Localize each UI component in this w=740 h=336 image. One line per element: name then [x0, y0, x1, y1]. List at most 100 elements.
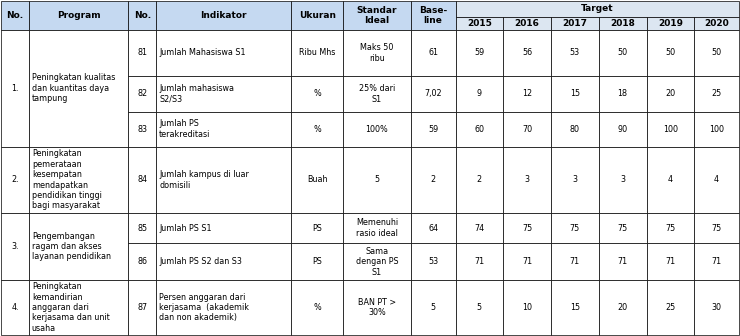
Text: 4: 4 [714, 175, 719, 184]
Text: 25: 25 [665, 303, 676, 312]
Text: 75: 75 [570, 224, 580, 233]
Text: 81: 81 [137, 48, 147, 57]
Bar [503, 243, 551, 280]
Text: 75: 75 [617, 224, 628, 233]
Bar [599, 147, 647, 213]
Bar [551, 280, 599, 335]
Bar [128, 1, 156, 30]
Bar [343, 1, 411, 30]
Text: 100: 100 [663, 125, 678, 134]
Bar [551, 16, 599, 30]
Text: 15: 15 [570, 303, 580, 312]
Text: 87: 87 [137, 303, 147, 312]
Text: 30: 30 [712, 303, 722, 312]
Bar [551, 30, 599, 76]
Bar [1, 30, 29, 147]
Bar [647, 76, 694, 112]
Bar [456, 243, 503, 280]
Bar [343, 30, 411, 76]
Bar [29, 280, 128, 335]
Bar [292, 30, 343, 76]
Text: 71: 71 [570, 257, 580, 266]
Text: 4.: 4. [11, 303, 18, 312]
Bar [551, 243, 599, 280]
Text: 3: 3 [525, 175, 530, 184]
Bar [343, 147, 411, 213]
Text: 9: 9 [477, 89, 482, 98]
Bar [292, 1, 343, 30]
Bar [599, 30, 647, 76]
Text: 10: 10 [522, 303, 532, 312]
Bar [292, 112, 343, 147]
Bar [343, 280, 411, 335]
Text: 83: 83 [137, 125, 147, 134]
Text: Peningkatan kualitas
dan kuantitas daya
tampung: Peningkatan kualitas dan kuantitas daya … [32, 73, 115, 103]
Bar [156, 76, 292, 112]
Text: PS: PS [312, 257, 322, 266]
Text: 25% dari
S1: 25% dari S1 [359, 84, 395, 103]
Text: 2016: 2016 [515, 18, 539, 28]
Text: 59: 59 [474, 48, 485, 57]
Bar [694, 16, 739, 30]
Text: 50: 50 [618, 48, 628, 57]
Text: 100%: 100% [366, 125, 388, 134]
Bar [647, 280, 694, 335]
Bar [128, 76, 156, 112]
Text: Persen anggaran dari
kerjasama  (akademik
dan non akademik): Persen anggaran dari kerjasama (akademik… [159, 293, 249, 323]
Text: 7,02: 7,02 [424, 89, 442, 98]
Bar [1, 280, 29, 335]
Bar [411, 243, 456, 280]
Text: 20: 20 [618, 303, 628, 312]
Text: 71: 71 [712, 257, 722, 266]
Bar [156, 1, 292, 30]
Bar [551, 76, 599, 112]
Text: 70: 70 [522, 125, 532, 134]
Bar [1, 1, 29, 30]
Bar [128, 112, 156, 147]
Text: 50: 50 [712, 48, 722, 57]
Bar [156, 243, 292, 280]
Text: 2015: 2015 [467, 18, 492, 28]
Text: 2: 2 [431, 175, 436, 184]
Bar [551, 213, 599, 243]
Text: Ukuran: Ukuran [299, 11, 336, 20]
Bar [128, 243, 156, 280]
Bar [411, 112, 456, 147]
Text: BAN PT >
30%: BAN PT > 30% [358, 298, 396, 317]
Bar [694, 30, 739, 76]
Text: Sama
dengan PS
S1: Sama dengan PS S1 [356, 247, 398, 277]
Text: Jumlah mahasiswa
S2/S3: Jumlah mahasiswa S2/S3 [159, 84, 234, 103]
Bar [292, 213, 343, 243]
Text: Jumlah PS
terakreditasi: Jumlah PS terakreditasi [159, 119, 211, 139]
Bar [128, 147, 156, 213]
Text: 59: 59 [428, 125, 438, 134]
Text: 84: 84 [137, 175, 147, 184]
Bar [694, 280, 739, 335]
Text: 2018: 2018 [610, 18, 635, 28]
Text: 20: 20 [665, 89, 676, 98]
Bar [292, 76, 343, 112]
Bar [503, 147, 551, 213]
Bar [456, 76, 503, 112]
Bar [694, 147, 739, 213]
Text: Standar
Ideal: Standar Ideal [357, 6, 397, 25]
Bar [292, 243, 343, 280]
Text: PS: PS [312, 224, 322, 233]
Bar [343, 76, 411, 112]
Text: Jumlah kampus di luar
domisili: Jumlah kampus di luar domisili [159, 170, 249, 190]
Bar [503, 280, 551, 335]
Text: 75: 75 [665, 224, 676, 233]
Bar [647, 30, 694, 76]
Text: 4: 4 [668, 175, 673, 184]
Bar [1, 213, 29, 280]
Text: 61: 61 [428, 48, 438, 57]
Bar [29, 1, 128, 30]
Bar [694, 76, 739, 112]
Text: 80: 80 [570, 125, 580, 134]
Bar [343, 243, 411, 280]
Bar [503, 213, 551, 243]
Bar [128, 280, 156, 335]
Text: 18: 18 [618, 89, 628, 98]
Text: %: % [314, 303, 321, 312]
Text: 1.: 1. [11, 84, 18, 93]
